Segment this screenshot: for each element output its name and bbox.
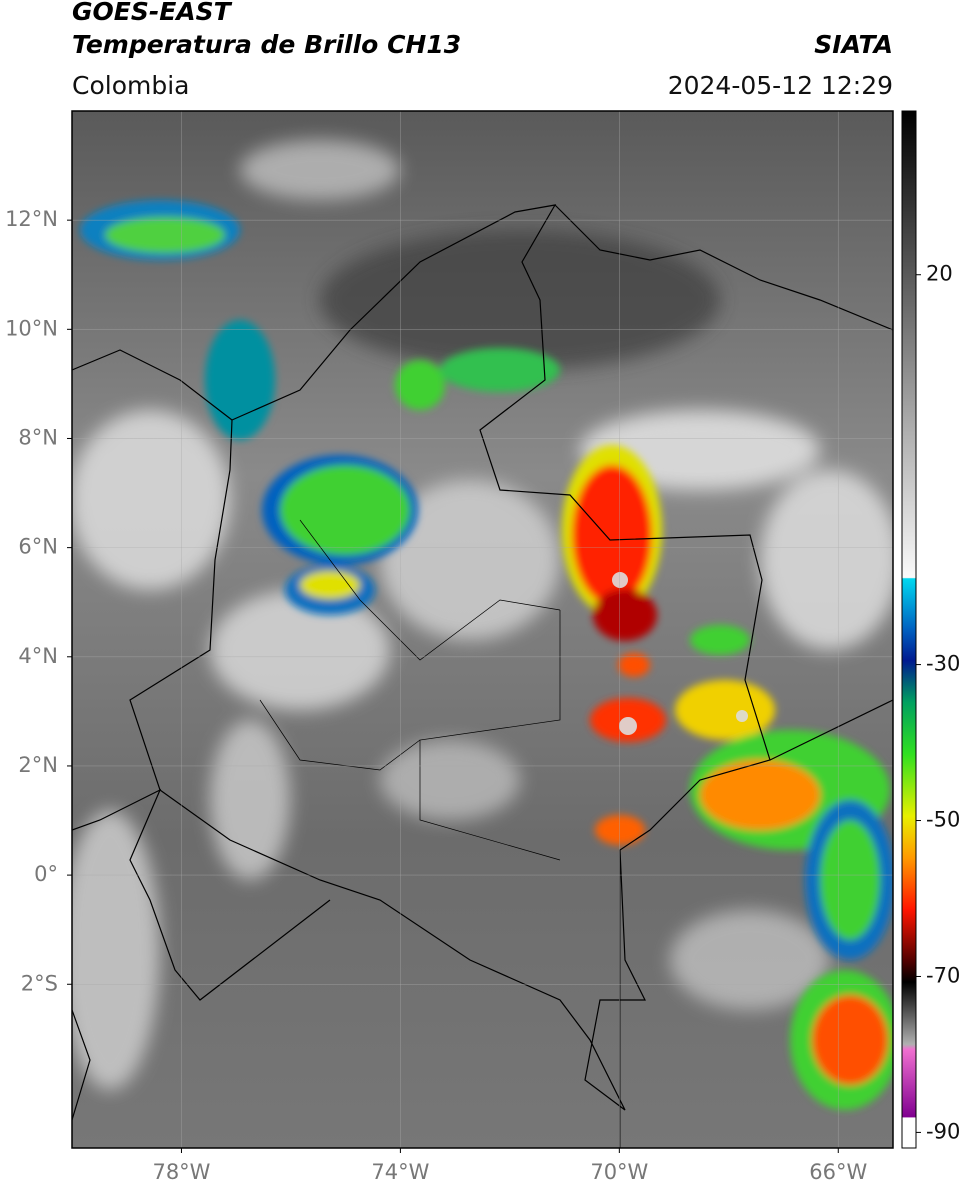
grid: [72, 111, 893, 1148]
colorbar: [901, 110, 917, 1149]
y-tick-label: 2°N: [18, 753, 58, 777]
colorbar-tick-label: -90: [926, 1119, 960, 1143]
x-tick-label: 74°W: [371, 1160, 429, 1184]
y-tick-label: 4°N: [18, 644, 58, 668]
colorbar-tick-label: -50: [926, 808, 960, 832]
subtitle: Temperatura de Brillo CH13: [72, 30, 461, 59]
x-tick-label: 78°W: [152, 1160, 210, 1184]
y-tick-label: 8°N: [18, 425, 58, 449]
satellite-image: [72, 111, 893, 1148]
y-tick-label: 10°N: [5, 316, 58, 340]
colorbar-tick-label: -70: [926, 963, 960, 987]
x-tick-label: 66°W: [809, 1160, 867, 1184]
y-tick-label: 12°N: [5, 207, 58, 231]
source: SIATA: [814, 30, 893, 59]
y-tick-label: 6°N: [18, 535, 58, 559]
region: Colombia: [72, 71, 189, 100]
map-frame: [71, 110, 894, 1149]
title: GOES-EAST: [72, 0, 233, 26]
y-tick-label: 0°: [34, 862, 58, 886]
x-tick-label: 70°W: [590, 1160, 648, 1184]
timestamp: 2024-05-12 12:29: [668, 71, 893, 100]
borders: [72, 204, 893, 1148]
colorbar-tick-label: 20: [926, 262, 953, 286]
colorbar-tick-label: -30: [926, 652, 960, 676]
y-tick-label: 2°S: [21, 971, 58, 995]
